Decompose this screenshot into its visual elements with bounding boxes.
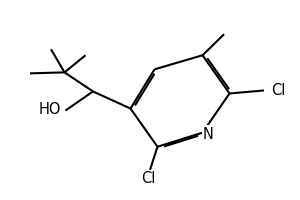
- Text: HO: HO: [39, 102, 61, 117]
- Text: Cl: Cl: [271, 83, 286, 97]
- Text: Cl: Cl: [141, 171, 156, 185]
- Text: N: N: [202, 127, 213, 141]
